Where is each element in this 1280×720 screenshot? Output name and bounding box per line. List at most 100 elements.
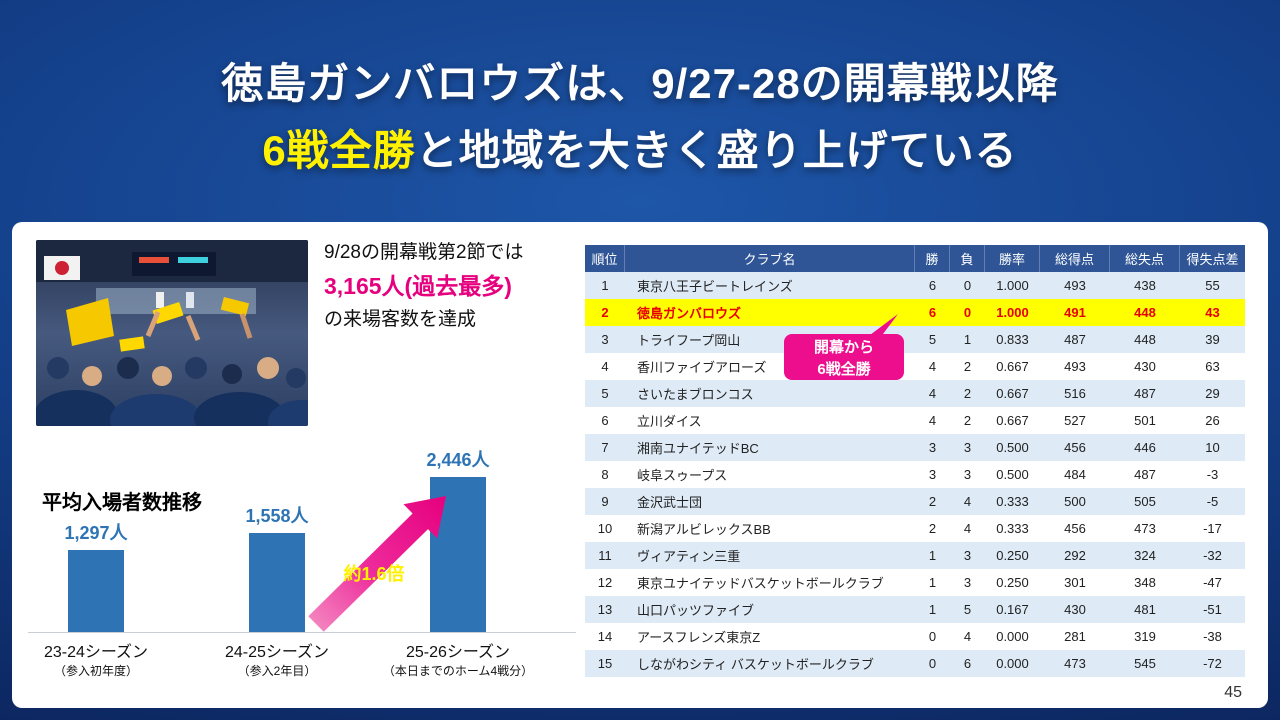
cell-rank: 1	[601, 278, 609, 293]
cell-wins: 4	[928, 386, 937, 401]
table-row: 5 さいたまブロンコス 4 2 0.667 516 487 29	[585, 380, 1245, 407]
cell-points-for: 430	[1064, 602, 1086, 617]
cell-club: 立川ダイス	[637, 414, 702, 429]
slide-title-line1: 徳島ガンバロウズは、9/27-28の開幕戦以降	[221, 60, 1059, 107]
cell-winpct: 0.167	[996, 602, 1029, 617]
cell-point-diff: 26	[1205, 413, 1220, 428]
cell-points-against: 448	[1134, 332, 1156, 347]
cell-rank: 11	[598, 548, 612, 563]
cell-club: 徳島ガンバロウズ	[637, 306, 742, 321]
cell-losses: 2	[963, 386, 972, 401]
cell-wins: 2	[928, 521, 937, 536]
x-label-1: 23-24シーズン	[43, 644, 149, 661]
cell-point-diff: -38	[1203, 629, 1222, 644]
cell-points-for: 292	[1064, 548, 1086, 563]
header-point-diff: 得失点差	[1186, 252, 1239, 267]
cell-point-diff: 43	[1205, 305, 1220, 320]
cell-club: 新潟アルビレックスBB	[637, 522, 771, 537]
attendance-note-line3: の来場客数を達成	[324, 309, 477, 331]
cell-winpct: 0.833	[996, 332, 1029, 347]
cell-winpct: 0.250	[996, 548, 1029, 563]
cell-point-diff: -17	[1203, 521, 1222, 536]
header-points-for: 総得点	[1040, 245, 1110, 272]
cell-points-for: 527	[1064, 413, 1086, 428]
bar-value-label: 1,297人	[64, 523, 128, 543]
attendance-note-line1: 9/28の開幕戦第2節では	[324, 242, 524, 263]
cell-point-diff: 10	[1205, 440, 1220, 455]
cell-points-against: 348	[1134, 575, 1156, 590]
table-row: 15 しながわシティ バスケットボールクラブ 0 6 0.000 473 545…	[585, 650, 1245, 677]
cell-rank: 15	[597, 656, 613, 671]
cell-winpct: 1.000	[996, 278, 1029, 293]
cell-winpct: 0.500	[996, 440, 1029, 455]
table-row: 2 徳島ガンバロウズ 6 0 1.000 491 448 43	[585, 299, 1245, 326]
bar	[249, 533, 305, 632]
header-points-against: 総失点	[1110, 245, 1180, 272]
cell-winpct: 0.250	[996, 575, 1029, 590]
standings-table: 順位 クラブ名 勝 負 勝率 総得点 総失点 得失点差 1 東京八王子ビートレイ…	[585, 245, 1245, 677]
chart-baseline	[28, 632, 576, 633]
arena-photo	[36, 240, 308, 426]
cell-rank: 14	[597, 629, 613, 644]
cell-points-for: 491	[1064, 305, 1086, 320]
slide-title-line2-rest: と地域を大きく盛り上げている	[415, 127, 1018, 175]
cell-point-diff: 39	[1205, 332, 1220, 347]
cell-points-against: 324	[1134, 548, 1156, 563]
streak-callout-line2: 6戦全勝	[817, 360, 871, 378]
header-wins: 勝	[915, 245, 950, 272]
cell-wins: 6	[928, 305, 937, 320]
cell-club: 岐阜スゥープス	[637, 468, 728, 483]
cell-points-against: 487	[1134, 386, 1156, 401]
cell-club: ヴィアティン三重	[637, 549, 741, 564]
cell-points-for: 301	[1064, 575, 1086, 590]
standings-body: 1 東京八王子ビートレインズ 6 0 1.000 493 438 55 2 徳島…	[585, 272, 1245, 677]
cell-winpct: 0.000	[996, 656, 1029, 671]
cell-point-diff: -32	[1203, 548, 1222, 563]
cell-club: 東京ユナイテッドバスケットボールクラブ	[637, 576, 884, 591]
table-row: 3 トライフープ岡山 5 1 0.833 487 448 39	[585, 326, 1245, 353]
cell-point-diff: 55	[1205, 278, 1220, 293]
cell-points-against: 481	[1134, 602, 1156, 617]
cell-points-against: 438	[1134, 278, 1156, 293]
cell-point-diff: -51	[1203, 602, 1222, 617]
cell-point-diff: -5	[1206, 494, 1219, 509]
cell-rank: 13	[597, 602, 613, 617]
cell-wins: 5	[928, 332, 937, 347]
cell-club: トライフープ岡山	[637, 333, 741, 348]
table-row: 12 東京ユナイテッドバスケットボールクラブ 1 3 0.250 301 348…	[585, 569, 1245, 596]
cell-rank: 6	[601, 413, 609, 428]
cell-wins: 1	[928, 602, 937, 617]
cell-wins: 1	[928, 548, 937, 563]
cell-points-for: 493	[1064, 359, 1086, 374]
cell-wins: 0	[928, 656, 937, 671]
table-row: 13 山口パッツファイブ 1 5 0.167 430 481 -51	[585, 596, 1245, 623]
header-rank: 順位	[585, 245, 625, 272]
cell-wins: 2	[928, 494, 937, 509]
cell-losses: 2	[963, 359, 972, 374]
attendance-count: 3,165人(過去最多)	[324, 273, 512, 300]
bar-group-1: 1,297人	[8, 402, 184, 632]
cell-losses: 4	[963, 521, 972, 536]
cell-points-for: 500	[1064, 494, 1086, 509]
cell-point-diff: 63	[1205, 359, 1220, 374]
cell-points-for: 487	[1064, 332, 1086, 347]
cell-club: 湘南ユナイテッドBC	[637, 441, 759, 456]
cell-rank: 8	[601, 467, 609, 482]
chart-title: 平均入場者数推移	[42, 492, 202, 514]
cell-losses: 6	[963, 656, 972, 671]
cell-club: 金沢武士団	[637, 495, 703, 510]
cell-points-for: 473	[1064, 656, 1086, 671]
cell-points-against: 446	[1134, 440, 1156, 455]
cell-rank: 7	[601, 440, 609, 455]
cell-points-against: 545	[1134, 656, 1156, 671]
cell-point-diff: -47	[1203, 575, 1222, 590]
cell-wins: 1	[928, 575, 937, 590]
cell-winpct: 0.333	[996, 521, 1029, 536]
x-note-1: （参入初年度）	[53, 664, 138, 678]
header-winpct: 勝率	[985, 245, 1040, 272]
cell-winpct: 0.667	[996, 413, 1029, 428]
header-losses: 負	[950, 245, 985, 272]
cell-wins: 3	[928, 467, 937, 482]
cell-losses: 4	[963, 629, 972, 644]
